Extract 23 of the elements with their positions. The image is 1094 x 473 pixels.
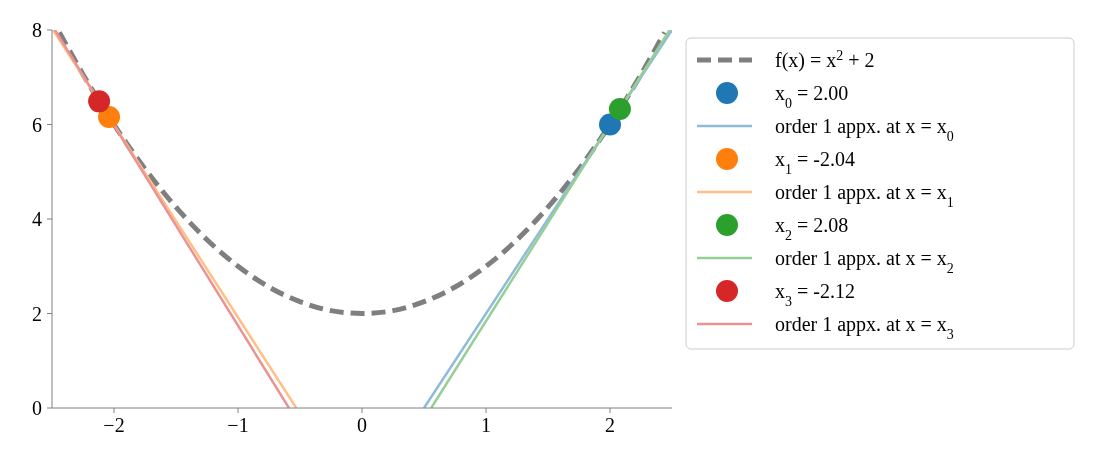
point: [98, 105, 121, 128]
point: [88, 90, 111, 113]
legend-label: f(x) = x$^{2}$ + 2: [775, 47, 875, 72]
x-tick-label: −2: [103, 414, 125, 436]
x-tick-label: −1: [227, 414, 249, 436]
legend-label: x$_{0}$ = 2.00: [775, 82, 849, 111]
y-tick-label: 4: [32, 208, 42, 230]
legend-label: order 1 appx. at x = x$_{3}$: [775, 313, 954, 342]
y-tick-label: 2: [32, 302, 42, 325]
y-tick-label: 0: [32, 397, 42, 419]
legend-label: order 1 appx. at x = x$_{2}$: [775, 247, 954, 276]
legend-label: x$_{2}$ = 2.08: [775, 214, 849, 243]
y-tick-label: 8: [32, 19, 42, 41]
x-tick-label: 1: [481, 414, 491, 436]
x-tick-label: 2: [605, 414, 615, 436]
y-tick-label: 6: [32, 113, 42, 136]
legend-label: x$_{3}$ = -2.12: [775, 280, 855, 309]
legend-label: order 1 appx. at x = x$_{1}$: [775, 181, 954, 210]
legend-label: x$_{1}$ = -2.04: [775, 148, 855, 177]
x-tick-label: 0: [357, 414, 367, 436]
point: [599, 113, 621, 136]
legend-label: order 1 appx. at x = x$_{0}$: [775, 115, 954, 144]
point: [608, 97, 631, 120]
